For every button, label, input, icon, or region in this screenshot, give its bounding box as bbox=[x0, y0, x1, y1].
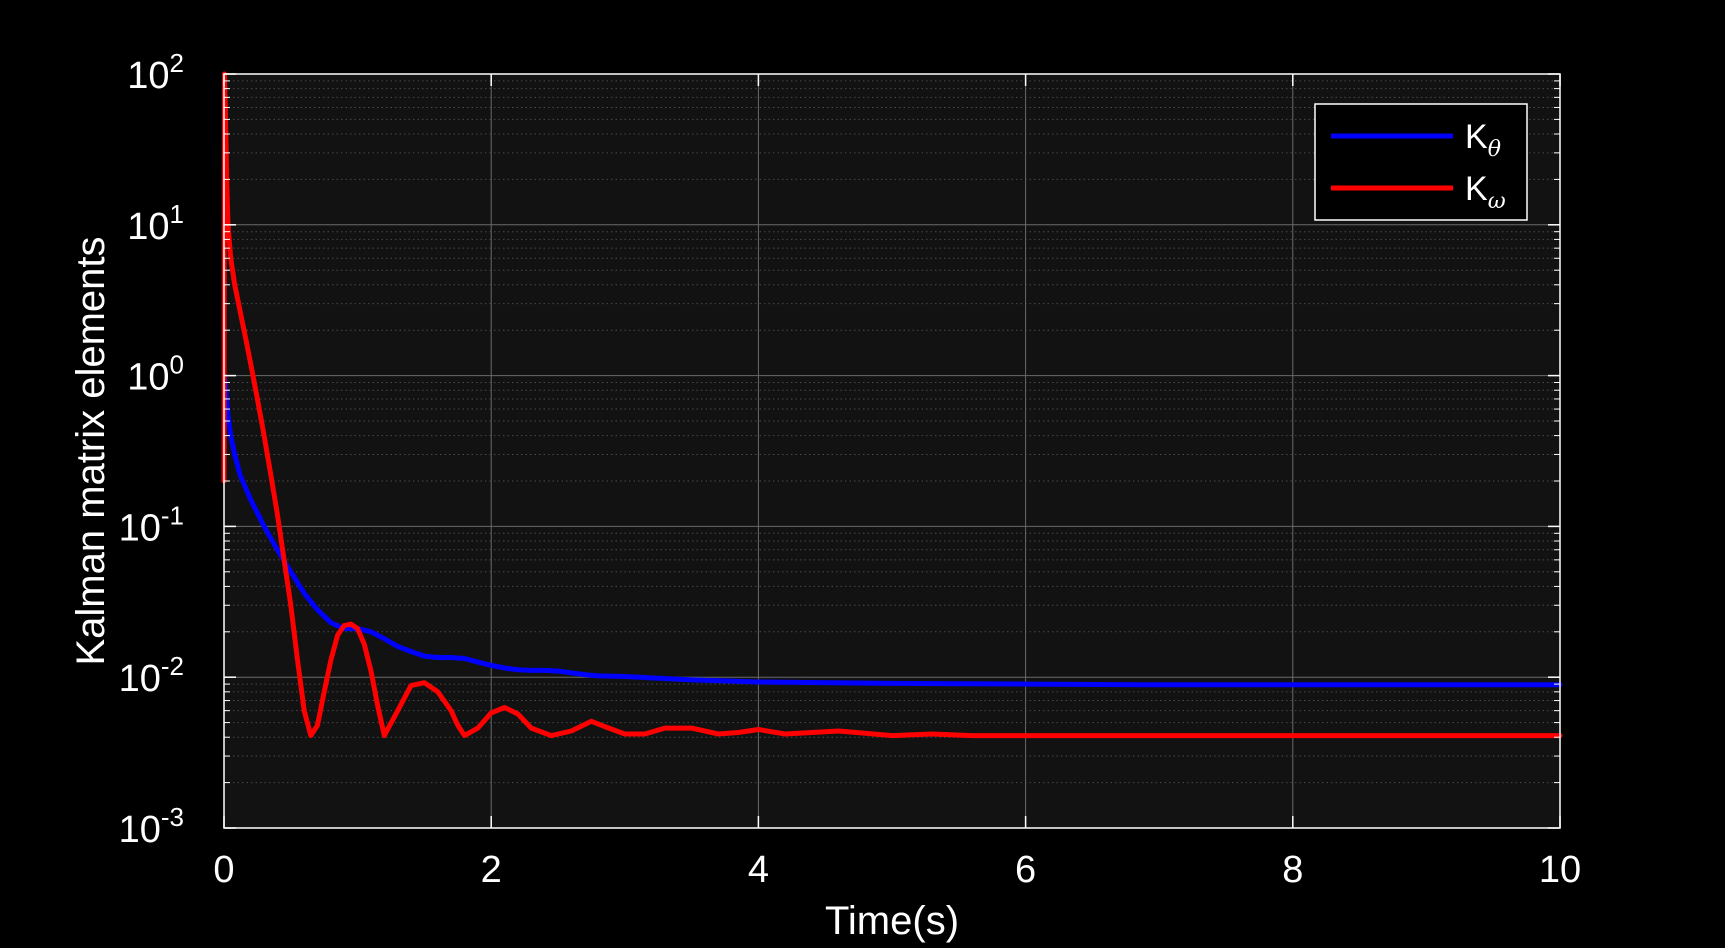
y-tick-label: 10-3 bbox=[119, 802, 184, 851]
y-tick-label: 101 bbox=[127, 199, 184, 248]
axes-frame bbox=[223, 73, 1561, 829]
y-tick-label: 100 bbox=[127, 350, 184, 399]
series-line-2 bbox=[221, 71, 1563, 739]
legend-entry-label: Kω bbox=[1465, 170, 1506, 214]
series-lines bbox=[221, 71, 1563, 739]
legend: Kθ Kω bbox=[1314, 103, 1528, 221]
x-tick-label: 0 bbox=[213, 849, 234, 891]
y-axis-title: Kalman matrix elements bbox=[69, 236, 113, 665]
y-tick-label: 10-2 bbox=[119, 651, 184, 700]
ticks bbox=[223, 73, 1561, 829]
tick-labels: 10-3 10-2 10-1 100 101 102 0 2 4 6 8 10 bbox=[119, 48, 1582, 891]
x-tick-label: 10 bbox=[1539, 849, 1581, 891]
x-tick-label: 2 bbox=[481, 849, 502, 891]
x-tick-label: 6 bbox=[1015, 849, 1036, 891]
x-axis-title: Time(s) bbox=[825, 899, 959, 943]
legend-entry-label: Kθ bbox=[1465, 118, 1501, 162]
x-tick-label: 4 bbox=[748, 849, 769, 891]
y-tick-label: 10-1 bbox=[119, 500, 184, 549]
series-line-1 bbox=[221, 373, 1563, 688]
y-tick-label: 102 bbox=[127, 48, 184, 97]
x-tick-label: 8 bbox=[1282, 849, 1303, 891]
legend-box bbox=[1314, 103, 1528, 221]
